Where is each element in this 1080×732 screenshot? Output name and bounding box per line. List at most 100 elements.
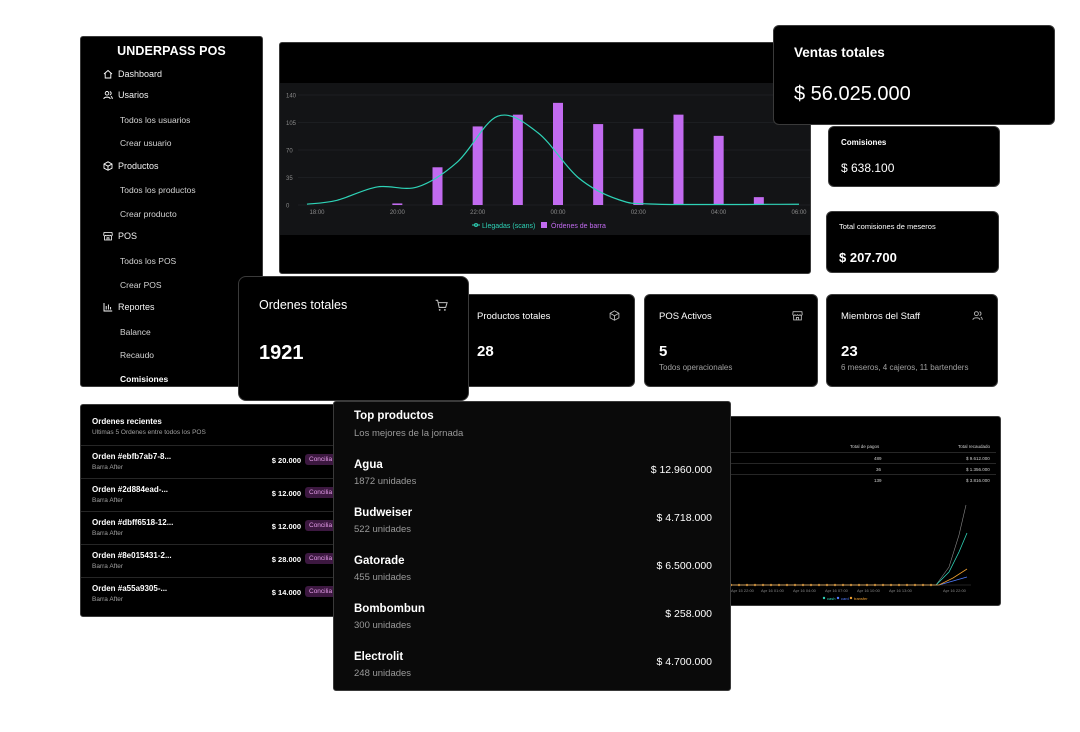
home-icon: [103, 69, 113, 79]
order-amount: $ 12.000: [271, 489, 301, 498]
order-amount: $ 20.000: [271, 456, 301, 465]
sidebar-subitem-crear-pos[interactable]: Crear POS: [120, 280, 162, 290]
order-id: Orden #8e015431-2...: [92, 551, 172, 560]
recaudo-point: [873, 583, 877, 587]
recaudo-chart: Apr 15 22:00 Apr 16 01:00 Apr 16 04:00 A…: [729, 504, 971, 601]
comisiones-meseros-card: Total comisiones de meseros $ 207.700: [826, 211, 999, 273]
y-tick-label: 35: [286, 176, 293, 182]
top-productos-card: Top productos Los mejores de la jornada …: [333, 401, 731, 691]
sidebar-subitem-comisiones[interactable]: Comisiones: [120, 374, 169, 384]
bar-chart-icon: [103, 303, 113, 312]
comisiones-title: Comisiones: [841, 138, 887, 147]
stat-title: Ordenes totales: [259, 298, 348, 312]
sidebar-subitem-recaudo[interactable]: Recaudo: [120, 350, 155, 360]
product-price: $ 4.718.000: [656, 512, 712, 524]
product-price: $ 6.500.000: [656, 560, 712, 572]
bar-ordenes: [633, 128, 644, 205]
product-name: Gatorade: [354, 555, 405, 567]
legend-marker-llegadas: [473, 222, 478, 227]
product-units: 522 unidades: [354, 524, 412, 535]
order-location: Barra After: [92, 563, 124, 570]
table-row[interactable]: Orden #dbff6518-12... Barra After $ 12.0…: [81, 511, 349, 544]
table-cell: $ 9.612.000: [966, 456, 990, 461]
recaudo-point: [777, 583, 781, 587]
recaudo-point: [929, 583, 933, 587]
top-subtitle: Los mejores de la jornada: [354, 428, 464, 439]
sidebar-item-dashboard[interactable]: Dashboard: [103, 69, 162, 79]
x-tick-label: 20:00: [390, 210, 406, 216]
y-tick-label: 0: [286, 204, 290, 210]
order-location: Barra After: [92, 530, 124, 537]
recaudo-line-total: [729, 504, 967, 586]
recaudo-point: [849, 583, 853, 587]
x-tick-label: Apr 16 10:00: [857, 588, 881, 593]
bar-ordenes: [673, 114, 684, 205]
recaudo-point: [761, 583, 765, 587]
bar-ordenes: [472, 126, 483, 205]
table-row[interactable]: Orden #2d884ead-... Barra After $ 12.000…: [81, 478, 349, 511]
sidebar-item-label: POS: [118, 231, 138, 241]
order-amount: $ 12.000: [271, 522, 301, 531]
order-amount: $ 14.000: [271, 588, 301, 597]
order-amount: $ 28.000: [271, 555, 301, 564]
recaudo-point: [921, 583, 925, 587]
table-cell: 139: [874, 478, 882, 483]
activity-chart-card: 0 35 70 105 140 18:00 20:00 22:00 00:00 02:00 04:0…: [279, 42, 811, 274]
sidebar-item-reportes[interactable]: Reportes: [103, 302, 155, 312]
app-brand: UNDERPASS POS: [117, 44, 226, 58]
x-tick-label: 04:00: [711, 210, 727, 216]
order-location: Barra After: [92, 596, 124, 603]
meseros-value: $ 207.700: [839, 250, 897, 265]
sidebar-subitem-todos-pos[interactable]: Todos los POS: [120, 256, 177, 266]
legend-swatch-transfer: [849, 596, 853, 600]
table-header: Total recaudado: [958, 444, 991, 449]
x-tick-label: 02:00: [631, 210, 647, 216]
product-price: $ 258.000: [665, 608, 712, 620]
sidebar-item-pos[interactable]: POS: [103, 231, 137, 241]
product-name: Bombombun: [354, 603, 425, 615]
ordenes-totales-card: Ordenes totales 1921: [238, 276, 469, 401]
bar-ordenes: [392, 203, 403, 205]
chart-legend: Llegadas (scans) Órdenes de barra: [472, 221, 606, 230]
table-row[interactable]: Orden #8e015431-2... Barra After $ 28.00…: [81, 544, 349, 577]
recaudo-point: [817, 583, 821, 587]
x-tick-label: Apr 16 13:00: [889, 588, 913, 593]
stat-value: 1921: [259, 342, 304, 364]
recaudo-point: [881, 583, 885, 587]
recaudo-point: [809, 583, 813, 587]
stat-value: 23: [841, 343, 858, 360]
sidebar-subitem-crear-usuario[interactable]: Crear usuario: [120, 138, 172, 148]
product-price: $ 4.700.000: [656, 656, 712, 668]
sidebar-subitem-crear-producto[interactable]: Crear producto: [120, 209, 177, 219]
sidebar-subitem-todos-productos[interactable]: Todos los productos: [120, 185, 196, 195]
sidebar-item-label: Productos: [118, 161, 159, 171]
legend-label-llegadas: Llegadas (scans): [482, 223, 535, 230]
list-item: Agua 1872 unidades $ 12.960.000: [334, 459, 730, 507]
x-tick-label: Apr 16 01:00: [761, 588, 785, 593]
ventas-title: Ventas totales: [794, 45, 885, 60]
table-cell: $ 3.816.000: [966, 478, 990, 483]
legend-swatch-ordenes: [541, 222, 547, 228]
sidebar-subitem-balance[interactable]: Balance: [120, 327, 151, 337]
sidebar-subitem-todos-usuarios[interactable]: Todos los usuarios: [120, 115, 191, 125]
pos-activos-card: POS Activos 5 Todos operacionales: [644, 294, 818, 387]
sidebar-item-label: Reportes: [118, 302, 155, 312]
sidebar-item-label: Dashboard: [118, 69, 163, 79]
table-row[interactable]: Orden #ebfb7ab7-8... Barra After $ 20.00…: [81, 445, 349, 478]
recaudo-point: [793, 583, 797, 587]
recaudo-point: [889, 583, 893, 587]
stat-title: Miembros del Staff: [841, 311, 921, 322]
ordenes-recientes-card: Ordenes recientes Ultimas 5 Ordenes entr…: [80, 404, 350, 617]
recaudo-point: [833, 583, 837, 587]
product-name: Electrolit: [354, 651, 404, 663]
product-units: 300 unidades: [354, 620, 412, 631]
recaudo-point: [857, 583, 861, 587]
activity-chart: 0 35 70 105 140 18:00 20:00 22:00 00:00 02:00 04:0…: [280, 83, 810, 235]
sidebar-item-usuarios[interactable]: Usarios: [103, 90, 149, 100]
chart-plot-background: [280, 83, 810, 235]
recaudo-point: [825, 583, 829, 587]
table-row[interactable]: Orden #a55a9305-... Barra After $ 14.000…: [81, 577, 349, 610]
x-tick-label: 22:00: [470, 210, 486, 216]
sidebar-item-productos[interactable]: Productos: [103, 161, 159, 171]
product-name: Agua: [354, 459, 383, 471]
